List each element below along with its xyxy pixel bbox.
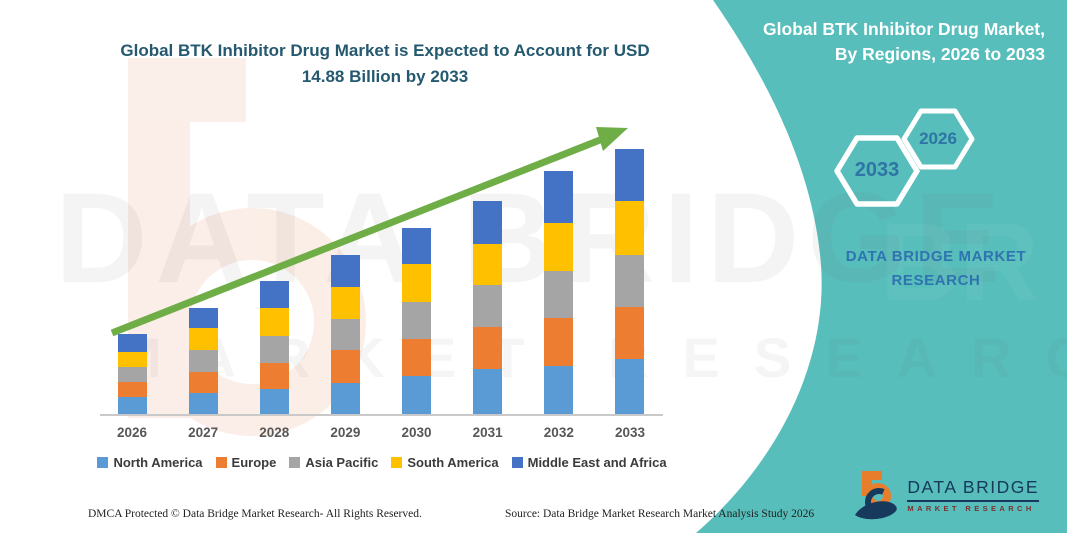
bar-segment [473,244,503,285]
logo-tagline: MARKET RESEARCH [907,504,1035,513]
bar-segment [259,308,289,336]
legend-label: South America [407,455,499,470]
legend-item: Asia Pacific [289,455,378,470]
watermark-line1: DATA BRIDGE [55,167,1009,310]
x-axis-label: 2032 [543,425,574,440]
hexagon-2033-label: 2033 [854,159,900,181]
bar-segment [544,223,574,271]
bar-segment [402,264,432,302]
page-title-line2: 14.88 Billion by 2033 [301,66,469,86]
bar-segment [117,367,147,382]
bar-segment [544,171,574,223]
bar-segment [117,397,147,414]
bar-segment [188,350,218,372]
bar-segment [117,382,147,397]
x-axis-label: 2033 [614,425,645,440]
page-title: Global BTK Inhibitor Drug Market is Expe… [115,38,655,89]
legend-swatch-icon [391,457,403,468]
brand-text-line1: DATA BRIDGE MARKET [845,248,1027,265]
x-axis-line [100,414,663,416]
company-logo: DATA BRIDGE MARKET RESEARCH [853,469,1039,521]
bar-segment [259,336,289,363]
x-axis-label: 2031 [472,425,503,440]
bar-segment [259,363,289,389]
side-heading-line2: By Regions, 2026 to 2033 [834,44,1045,65]
bar-segment [330,287,360,319]
footer-dmca-text: DMCA Protected © Data Bridge Market Rese… [88,508,422,520]
legend-swatch-icon [215,457,227,468]
teal-panel-shape [696,0,1067,533]
legend-item: South America [391,455,499,470]
side-heading-line1: Global BTK Inhibitor Drug Market, [763,19,1045,39]
legend-label: Asia Pacific [305,455,379,470]
legend-label: North America [113,455,203,470]
bar-segment [188,393,218,414]
bar-segment [259,281,289,308]
bar-segment [402,228,432,264]
logo-name: DATA BRIDGE [907,477,1039,502]
bar-segment [330,319,360,350]
bar-segment [615,359,645,414]
legend-item: Europe [215,455,277,470]
bar-segment [544,318,574,366]
bar-segment [188,328,218,350]
chart-legend: North America Europe Asia Pacific South Ame… [88,455,676,470]
bar-segment [544,271,574,318]
hexagon-2033-icon [834,135,920,207]
legend-swatch-icon [289,457,301,468]
bar-segment [117,334,147,352]
bar-segment [188,308,218,328]
bar-segment [402,339,432,376]
bar-segment [473,327,503,369]
bar-segment [188,372,218,393]
bar-segment [330,383,360,414]
bar-segment [473,369,503,414]
x-axis-label: 2028 [259,425,290,440]
teal-watermark-text: BR [880,201,1039,324]
x-axis-label: 2029 [330,425,361,440]
bar-segment [330,255,360,287]
bar-segment [615,149,645,201]
bar-segment [473,201,503,244]
bar-segment [259,389,289,414]
x-axis-label: 2030 [401,425,432,440]
bar-segment [615,255,645,307]
bar-segment [615,201,645,255]
bar-segment [544,366,574,414]
bar-segment [117,352,147,367]
side-panel-heading: Global BTK Inhibitor Drug Market, By Reg… [705,17,1045,68]
bar-segment [473,285,503,327]
hexagon-2026-icon [901,108,975,170]
legend-item: North America [97,455,203,470]
legend-label: Europe [231,455,277,470]
bar-segment [330,350,360,383]
company-logo-icon [855,471,898,520]
x-axis-label: 2027 [188,425,219,440]
brand-text-line2: RESEARCH [891,272,981,289]
legend-swatch-icon [97,457,109,468]
brand-text: DATA BRIDGE MARKET RESEARCH [812,245,1060,293]
hexagon-2026-label: 2026 [919,129,957,148]
bar-segment [402,302,432,339]
legend-swatch-icon [511,457,523,468]
page-title-line1: Global BTK Inhibitor Drug Market is Expe… [120,41,650,60]
hexagons-graphic [834,108,975,207]
bar-segment [402,376,432,414]
legend-label: Middle East and Africa [527,455,667,470]
bar-segment [615,307,645,359]
legend-item: Middle East and Africa [511,455,667,470]
x-axis-label: 2026 [116,425,148,440]
footer-source-text: Source: Data Bridge Market Research Mark… [505,508,815,520]
